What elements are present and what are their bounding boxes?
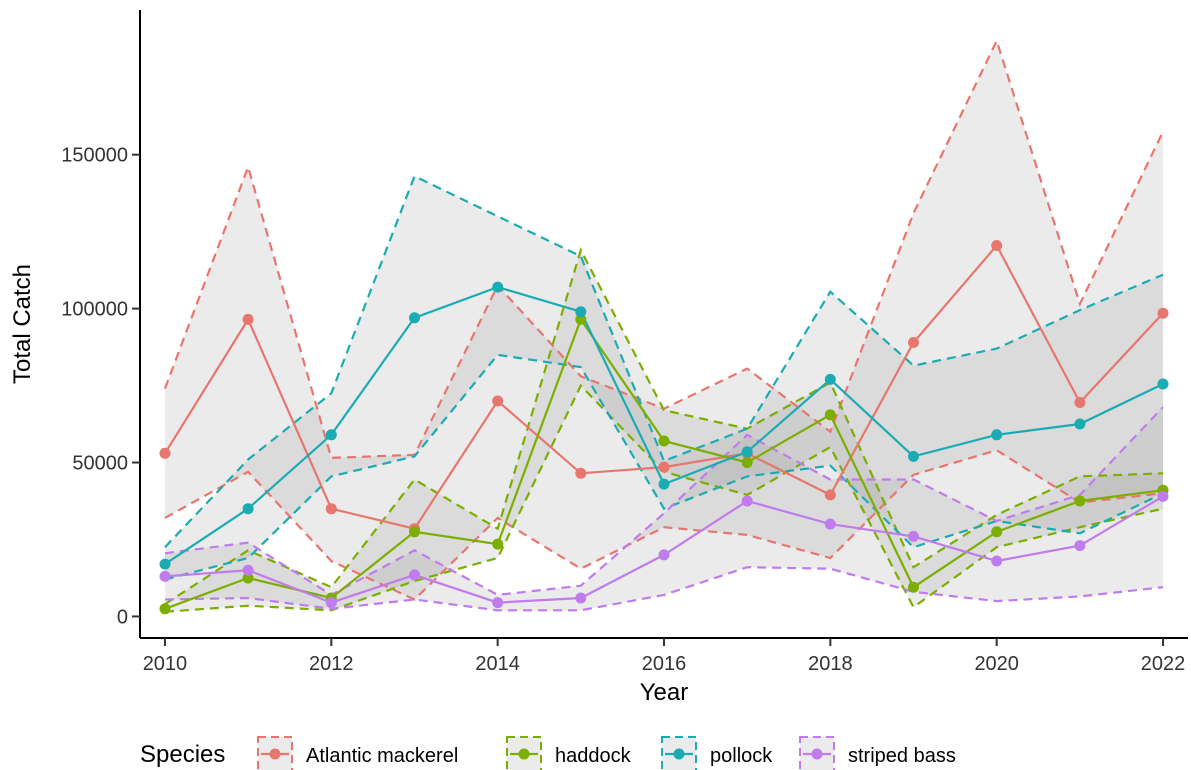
point-pollock-2015 <box>575 306 587 318</box>
band-lower-striped-bass <box>164 566 1164 612</box>
point-haddock-2017 <box>741 457 753 468</box>
band-striped-bass <box>165 407 1163 611</box>
point-atlantic-mackerel-2020 <box>991 240 1003 251</box>
point-striped-bass-2020 <box>991 555 1003 567</box>
x-tick-label-2018: 2018 <box>808 653 853 675</box>
y-tick-label-150000: 150000 <box>61 145 128 167</box>
legend-item-pollock: pollock <box>661 736 773 770</box>
band-upper-haddock <box>164 247 1164 606</box>
point-atlantic-mackerel-2018 <box>824 489 836 501</box>
point-pollock-2022 <box>1157 378 1169 390</box>
point-striped-bass-2022 <box>1157 490 1169 502</box>
point-atlantic-mackerel-2021 <box>1074 397 1086 408</box>
point-haddock-2015 <box>575 313 587 325</box>
x-tick-label-2020: 2020 <box>974 653 1019 675</box>
legend-key-point-haddock <box>518 748 530 760</box>
point-pollock-2012 <box>325 429 337 441</box>
legend-item-atlantic-mackerel: Atlantic mackerel <box>257 736 458 770</box>
legend-key-point-atlantic-mackerel <box>269 748 281 760</box>
point-pollock-2019 <box>908 450 919 462</box>
x-axis-title: Year <box>640 679 689 706</box>
point-pollock-2010 <box>159 558 171 570</box>
x-tick-label-2014: 2014 <box>475 653 520 675</box>
point-haddock-2021 <box>1074 495 1086 507</box>
legend-label-haddock: haddock <box>555 745 632 767</box>
legend-label-pollock: pollock <box>710 745 773 767</box>
y-tick-label-100000: 100000 <box>61 299 128 321</box>
point-atlantic-mackerel-2014 <box>492 395 504 407</box>
legend: Species Atlantic mackerel haddock pollock s… <box>140 736 956 770</box>
point-haddock-2016 <box>658 435 670 447</box>
point-pollock-2011 <box>242 503 254 515</box>
point-atlantic-mackerel-2019 <box>908 337 919 348</box>
point-pollock-2018 <box>824 373 836 385</box>
band-edges <box>163 37 1164 613</box>
band-lower-pollock <box>164 353 1164 581</box>
point-striped-bass-2021 <box>1074 540 1086 552</box>
point-haddock-2019 <box>908 581 919 593</box>
x-tick-label-2010: 2010 <box>143 653 188 675</box>
point-atlantic-mackerel-2011 <box>242 313 254 325</box>
legend-key-point-pollock <box>673 748 685 760</box>
legend-label-striped-bass: striped bass <box>848 745 956 767</box>
point-striped-bass-2011 <box>242 564 254 576</box>
point-atlantic-mackerel-2015 <box>575 467 587 479</box>
point-haddock-2018 <box>824 409 836 421</box>
point-pollock-2021 <box>1074 418 1086 430</box>
tick-labels: 2010 2012 2014 2016 2018 2020 2022 0 50000 100000… <box>61 145 1185 675</box>
point-haddock-2010 <box>159 603 171 615</box>
point-atlantic-mackerel-2016 <box>658 461 670 473</box>
point-striped-bass-2017 <box>741 495 753 507</box>
point-striped-bass-2019 <box>908 530 919 542</box>
y-tick-label-50000: 50000 <box>72 453 128 475</box>
x-tick-label-2016: 2016 <box>642 653 687 675</box>
point-haddock-2020 <box>991 526 1003 538</box>
legend-item-haddock: haddock <box>506 736 632 770</box>
y-tick-label-0: 0 <box>117 606 128 628</box>
point-striped-bass-2016 <box>658 549 670 561</box>
legend-title: Species <box>140 741 225 768</box>
point-pollock-2016 <box>658 478 670 490</box>
point-pollock-2013 <box>409 312 420 324</box>
point-haddock-2011 <box>242 572 254 584</box>
point-striped-bass-2012 <box>325 597 337 609</box>
point-pollock-2017 <box>741 446 753 458</box>
point-striped-bass-2015 <box>575 592 587 604</box>
point-striped-bass-2014 <box>492 597 504 609</box>
legend-key-point-striped-bass <box>811 748 823 760</box>
x-tick-label-2022: 2022 <box>1141 653 1186 675</box>
legend-label-atlantic-mackerel: Atlantic mackerel <box>306 745 458 767</box>
point-haddock-2013 <box>409 526 420 538</box>
tick-marks <box>132 153 1165 646</box>
point-atlantic-mackerel-2010 <box>159 447 171 459</box>
point-atlantic-mackerel-2012 <box>325 503 337 515</box>
series-points <box>159 240 1169 615</box>
point-striped-bass-2010 <box>159 570 171 582</box>
legend-item-striped-bass: striped bass <box>799 736 956 770</box>
point-haddock-2014 <box>492 538 504 550</box>
band-upper-pollock <box>164 174 1164 548</box>
point-pollock-2014 <box>492 281 504 293</box>
point-striped-bass-2018 <box>824 518 836 530</box>
x-tick-label-2012: 2012 <box>309 653 354 675</box>
point-pollock-2020 <box>991 429 1003 441</box>
band-lower-atlantic-mackerel <box>164 449 1164 601</box>
point-striped-bass-2013 <box>409 569 420 581</box>
y-axis-title: Total Catch <box>9 264 36 384</box>
point-atlantic-mackerel-2022 <box>1157 307 1169 319</box>
band-haddock <box>165 250 1163 612</box>
